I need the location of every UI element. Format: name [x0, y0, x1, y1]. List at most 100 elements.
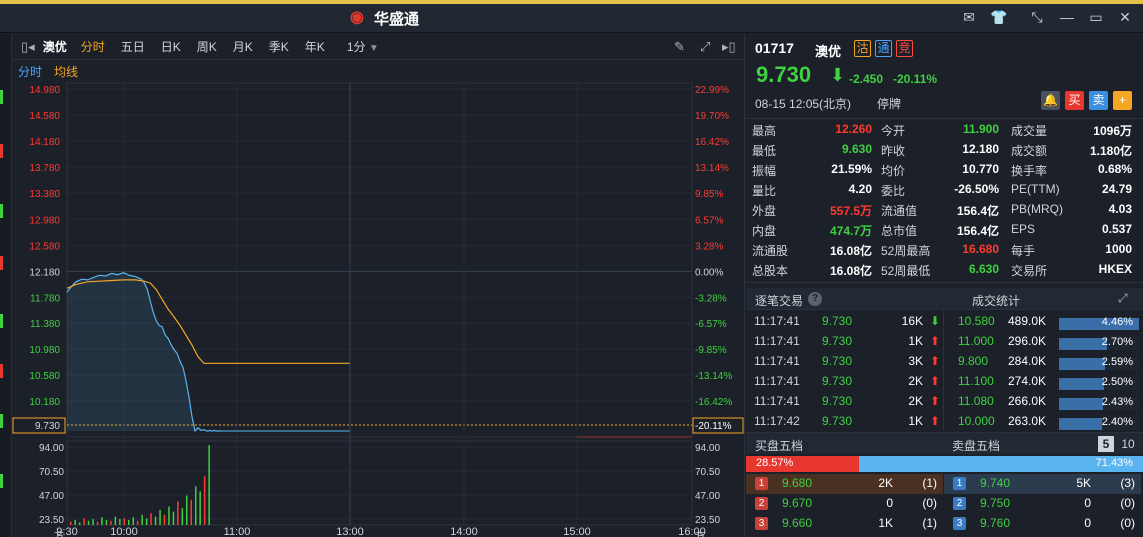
- tab-daily-k[interactable]: 日K: [160, 40, 181, 54]
- trade-time: 11:17:41: [754, 334, 800, 348]
- bell-icon[interactable]: 🔔: [1041, 91, 1060, 110]
- level-price: 9.670: [782, 496, 813, 510]
- collapse-panel-icon[interactable]: ▯◂: [21, 38, 35, 54]
- maximize-icon[interactable]: ▭: [1089, 9, 1103, 25]
- arrow-up-icon: ⬆: [930, 354, 941, 368]
- y-right-tick-label: -13.14%: [695, 371, 732, 382]
- stat-value: 21.59%: [831, 162, 872, 176]
- price-change: -2.450: [849, 72, 884, 86]
- tab-five-day[interactable]: 五日: [120, 40, 145, 54]
- intraday-chart[interactable]: 14.980 22.99% 14.580 19.70% 14.180 16.42% 13.7…: [12, 61, 745, 537]
- trade-volume: 16K: [901, 314, 923, 328]
- y-tick-label: 12.180: [29, 267, 60, 278]
- volume-right-tick-label: 万: [695, 532, 705, 537]
- stat-label: 流通值: [881, 204, 918, 218]
- trade-volume: 2K: [908, 394, 923, 408]
- help-icon[interactable]: ?: [808, 292, 822, 306]
- y-tick-label: 13.380: [29, 189, 60, 200]
- y-right-tick-label: -9.85%: [695, 345, 727, 356]
- stat-label: 成交额: [1011, 144, 1048, 158]
- y-right-tick-label: -6.57%: [695, 319, 727, 330]
- period-select[interactable]: 1分 ▼: [347, 38, 379, 55]
- level-volume: 0: [886, 496, 893, 510]
- bid-row[interactable]: 2 9.670 0 (0): [746, 494, 943, 514]
- y-tick-label: 10.980: [29, 345, 60, 356]
- panel-toggle-icon[interactable]: ▸▯: [722, 39, 736, 54]
- indicator-minute[interactable]: 分时: [18, 64, 43, 79]
- mail-icon[interactable]: ✉: [963, 9, 975, 25]
- tab-tick-trades[interactable]: 逐笔交易: [755, 294, 804, 308]
- expand-icon[interactable]: ⤢: [1118, 291, 1128, 305]
- tab-volume-stats[interactable]: 成交统计: [972, 294, 1021, 308]
- sell-button[interactable]: 卖: [1089, 91, 1108, 110]
- price-change-pct: -20.11%: [893, 72, 938, 86]
- trade-price: 9.730: [822, 394, 853, 408]
- volume-bar: [181, 508, 184, 525]
- strip-marker: [0, 314, 3, 328]
- arrow-up-icon: ⬆: [930, 334, 941, 348]
- volume-bar: [145, 518, 148, 525]
- price-area: [67, 272, 222, 431]
- ask-row[interactable]: 3 9.760 0 (0): [944, 514, 1141, 534]
- level-price: 9.660: [782, 516, 813, 530]
- trade-volume: 1K: [908, 414, 923, 428]
- trade-time: 11:17:42: [754, 414, 800, 428]
- volume-bar: [150, 513, 152, 525]
- trade-price: 9.730: [822, 334, 853, 348]
- stat-value: -26.50%: [954, 182, 999, 196]
- minimize-icon[interactable]: —: [1060, 9, 1074, 25]
- bid-row[interactable]: 3 9.660 1K (1): [746, 514, 943, 534]
- tab-weekly-k[interactable]: 周K: [196, 40, 217, 54]
- trade-price: 9.730: [822, 374, 853, 388]
- strip-marker: [0, 414, 3, 428]
- volume-bar: [101, 517, 103, 525]
- indicator-avg-line[interactable]: 均线: [54, 64, 79, 79]
- volstat-price: 11.100: [958, 374, 994, 388]
- trade-volume: 1K: [908, 334, 923, 348]
- stat-label: 昨收: [881, 144, 906, 158]
- ask-row[interactable]: 1 9.740 5K (3): [944, 474, 1141, 494]
- buy-button[interactable]: 买: [1065, 91, 1084, 110]
- volume-bar: [123, 518, 125, 525]
- volstat-bar: 2.50%: [1059, 376, 1139, 390]
- y-right-tick-label: 13.14%: [695, 163, 729, 174]
- volume-bar: [128, 520, 130, 525]
- volume-tick-label: 万: [54, 532, 64, 537]
- ask-row[interactable]: 2 9.750 0 (0): [944, 494, 1141, 514]
- trade-row: 11:17:41 9.730 2K ⬆ 11.100 274.0K 2.50%: [746, 374, 1143, 394]
- x-tick-label: 10:00: [110, 526, 138, 537]
- trade-volume: 2K: [908, 374, 923, 388]
- stat-value: 4.03: [1108, 202, 1132, 216]
- indicator-bar: 分时 均线: [12, 61, 78, 81]
- tab-monthly-k[interactable]: 月K: [232, 40, 253, 54]
- tab-yearly-k[interactable]: 年K: [304, 40, 325, 54]
- trade-row: 11:17:41 9.730 2K ⬆ 11.080 266.0K 2.43%: [746, 394, 1143, 414]
- volume-bar: [154, 516, 157, 525]
- current-pct-box: [692, 417, 744, 434]
- stat-value: 10.770: [962, 162, 999, 176]
- depth-10-button[interactable]: 10: [1121, 437, 1135, 451]
- volume-tick-label: 70.50: [39, 467, 64, 478]
- pencil-draw-icon[interactable]: ✎: [674, 39, 685, 54]
- volume-bar: [141, 514, 143, 525]
- tshirt-skin-icon[interactable]: 👕: [990, 9, 1008, 25]
- volume-bar: [74, 520, 76, 525]
- current-price-box: [12, 417, 66, 434]
- close-icon[interactable]: ✕: [1119, 9, 1131, 25]
- fullscreen-icon[interactable]: ⤢: [700, 39, 711, 54]
- tab-quarterly-k[interactable]: 季K: [268, 40, 289, 54]
- depth-5-button[interactable]: 5: [1098, 436, 1114, 452]
- level-orders: (3): [1120, 476, 1135, 490]
- tab-minute[interactable]: 分时: [80, 40, 105, 54]
- stats-row: 最低 9.630 昨收 12.180 成交额 1.180亿: [746, 142, 1143, 162]
- volume-bar: [177, 501, 179, 525]
- add-watchlist-button[interactable]: +: [1113, 91, 1132, 110]
- trade-volume: 3K: [908, 354, 923, 368]
- level-index: 2: [953, 497, 966, 510]
- stat-label: 成交量: [1011, 124, 1048, 138]
- volstat-volume: 284.0K: [1008, 354, 1047, 368]
- shrink-icon[interactable]: ⤡: [1031, 9, 1043, 25]
- bid-ask-ratio-bar: 28.57% 71.43%: [746, 456, 1143, 472]
- bid-row[interactable]: 1 9.680 2K (1): [746, 474, 943, 494]
- arrow-down-icon: ⬇: [930, 314, 941, 328]
